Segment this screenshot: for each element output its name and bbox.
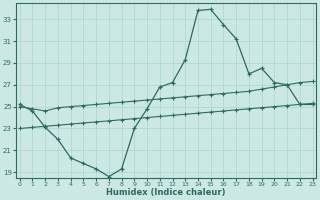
X-axis label: Humidex (Indice chaleur): Humidex (Indice chaleur) <box>107 188 226 197</box>
